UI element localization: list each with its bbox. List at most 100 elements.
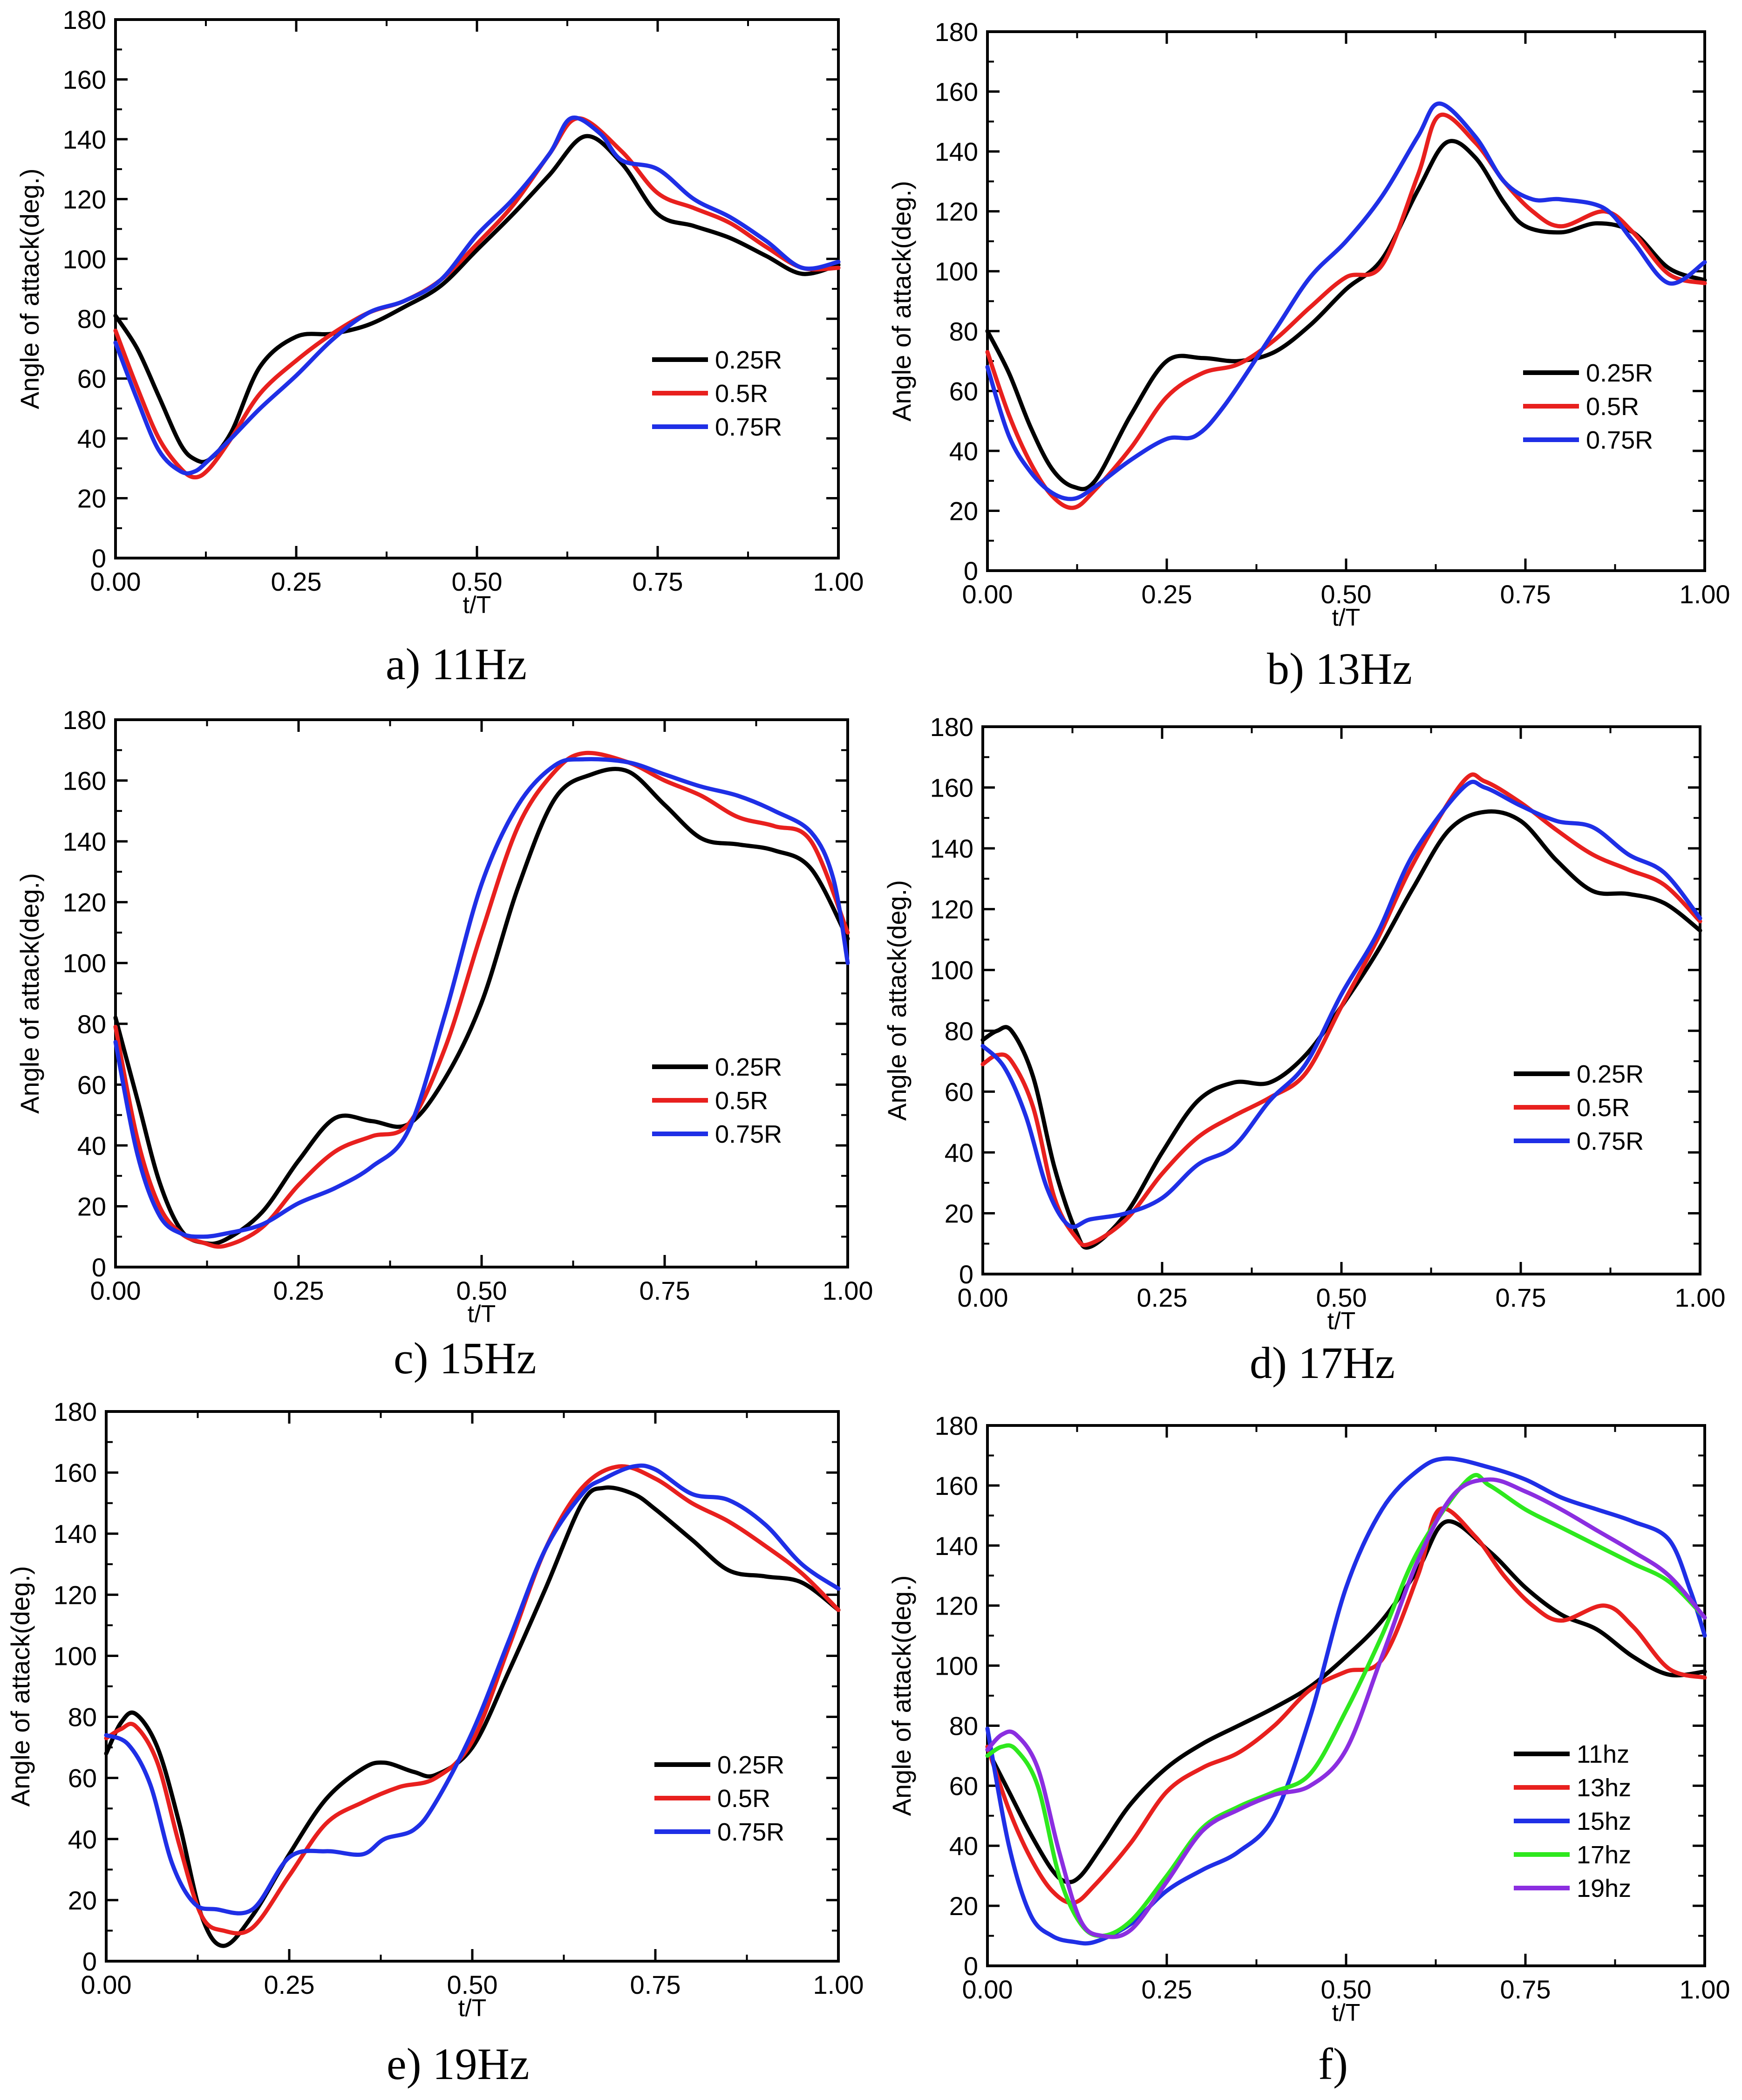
x-tick-label: 0.50 [456, 1276, 507, 1305]
legend-label-0.25R: 0.25R [1577, 1060, 1644, 1088]
y-tick-label: 40 [949, 436, 978, 466]
legend-label-0.5R: 0.5R [1577, 1094, 1630, 1122]
x-axis-label: t/T [1327, 1308, 1356, 1335]
x-tick-label: 0.50 [452, 567, 503, 596]
legend-label-0.5R: 0.5R [715, 1087, 768, 1115]
legend-label-0.25R: 0.25R [715, 1053, 782, 1081]
y-tick-label: 180 [930, 712, 973, 742]
x-tick-label: 0.25 [273, 1276, 324, 1305]
y-tick-label: 60 [945, 1077, 973, 1106]
x-axis-label: t/T [463, 592, 491, 619]
y-tick-label: 180 [935, 17, 978, 47]
legend: 0.25R 0.5R 0.75R [1514, 1060, 1644, 1155]
legend-label-17hz: 17hz [1577, 1841, 1631, 1869]
caption-c: c) 15Hz [394, 1333, 537, 1383]
series-line-0.25R [985, 139, 1707, 491]
x-axis-label: t/T [468, 1301, 496, 1328]
y-tick-label: 180 [63, 705, 106, 735]
y-tick-label: 20 [945, 1199, 973, 1228]
legend-label-13hz: 13hz [1577, 1774, 1631, 1802]
legend-label-0.25R: 0.25R [1586, 359, 1653, 387]
y-tick-label: 160 [935, 1471, 978, 1500]
x-tick-label: 0.75 [1496, 1283, 1546, 1312]
legend-label-0.5R: 0.5R [715, 380, 768, 408]
x-tick-label: 0.00 [90, 567, 141, 596]
y-tick-label: 60 [77, 1070, 106, 1099]
x-tick-label: 1.00 [813, 1970, 864, 1999]
legend-label-0.75R: 0.75R [1577, 1127, 1644, 1155]
x-tick-label: 0.50 [447, 1970, 498, 1999]
y-axis-label: Angle of attack(deg.) [887, 181, 916, 422]
y-tick-label: 0 [959, 1260, 973, 1289]
y-tick-label: 120 [935, 1591, 978, 1621]
y-tick-label: 140 [935, 1531, 978, 1561]
legend: 0.25R 0.5R 0.75R [652, 1053, 782, 1148]
y-tick-label: 120 [63, 184, 106, 214]
y-tick-label: 80 [949, 317, 978, 346]
y-axis-label: Angle of attack(deg.) [15, 873, 44, 1114]
x-tick-label: 0.50 [1316, 1283, 1367, 1312]
series-line-0.5R [985, 112, 1707, 510]
x-tick-label: 1.00 [823, 1276, 873, 1305]
y-tick-label: 60 [949, 376, 978, 406]
legend: 0.25R 0.5R 0.75R [1523, 359, 1653, 454]
x-axis-label: t/T [1332, 604, 1361, 631]
legend-label-0.75R: 0.75R [715, 413, 782, 441]
x-tick-label: 1.00 [1680, 1975, 1730, 2004]
x-tick-label: 0.75 [1500, 1975, 1551, 2004]
y-tick-label: 120 [54, 1580, 97, 1609]
legend-label-11hz: 11hz [1577, 1740, 1629, 1768]
x-tick-label: 0.50 [1321, 1975, 1372, 2004]
caption-e: e) 19Hz [387, 2039, 530, 2089]
x-tick-label: 0.00 [958, 1283, 1008, 1312]
y-tick-label: 0 [82, 1947, 97, 1976]
series-line-0.75R [985, 101, 1707, 501]
chart-panel-3: 0 20 40 60 80 100 120 140 160 180 0.00 0.25 0.50 0.75… [15, 705, 873, 1328]
series-line-17hz [985, 1473, 1707, 1938]
series-line-0.5R [113, 750, 850, 1249]
y-tick-label: 140 [63, 125, 106, 154]
chart-panel-2: 0 20 40 60 80 100 120 140 160 180 0.00 0.25 0.50 0.75… [887, 17, 1730, 631]
x-tick-label: 0.00 [81, 1970, 132, 1999]
x-tick-label: 0.25 [271, 567, 322, 596]
series-line-0.75R [104, 1463, 841, 1916]
legend-label-0.5R: 0.5R [1586, 393, 1639, 421]
x-tick-label: 0.25 [264, 1970, 315, 1999]
series-line-0.25R [104, 1485, 841, 1948]
legend-label-0.25R: 0.25R [715, 346, 782, 374]
caption-b: b) 13Hz [1267, 644, 1412, 694]
y-tick-label: 120 [63, 888, 106, 917]
series-line-0.5R [104, 1464, 841, 1936]
y-tick-label: 100 [935, 257, 978, 286]
y-axis-label: Angle of attack(deg.) [6, 1566, 35, 1807]
y-tick-label: 80 [77, 304, 106, 334]
x-tick-label: 0.75 [630, 1970, 681, 1999]
y-tick-label: 140 [54, 1519, 97, 1548]
y-tick-label: 160 [54, 1458, 97, 1487]
series-line-0.5R [980, 772, 1702, 1248]
x-tick-label: 0.00 [962, 1975, 1013, 2004]
x-tick-label: 0.25 [1137, 1283, 1188, 1312]
series-line-19hz [985, 1477, 1707, 1939]
y-tick-label: 80 [77, 1009, 106, 1039]
y-tick-label: 60 [68, 1764, 97, 1793]
legend-label-19hz: 19hz [1577, 1875, 1631, 1902]
y-tick-label: 180 [54, 1397, 97, 1426]
y-tick-label: 100 [930, 955, 973, 985]
y-tick-label: 100 [63, 245, 106, 274]
x-tick-label: 0.25 [1142, 580, 1192, 609]
caption-a: a) 11Hz [386, 639, 527, 689]
y-tick-label: 140 [63, 827, 106, 856]
y-tick-label: 100 [63, 948, 106, 978]
y-tick-label: 160 [63, 766, 106, 796]
y-tick-label: 80 [949, 1711, 978, 1740]
legend-label-0.5R: 0.5R [717, 1785, 770, 1813]
series-line-0.75R [113, 757, 850, 1239]
legend: 11hz 13hz 15hz 17hz 19hz [1514, 1740, 1631, 1902]
y-tick-label: 120 [935, 197, 978, 226]
series-line-0.25R [113, 134, 841, 464]
legend-label-0.75R: 0.75R [717, 1818, 784, 1846]
y-tick-label: 20 [68, 1886, 97, 1915]
y-tick-label: 40 [945, 1138, 973, 1167]
